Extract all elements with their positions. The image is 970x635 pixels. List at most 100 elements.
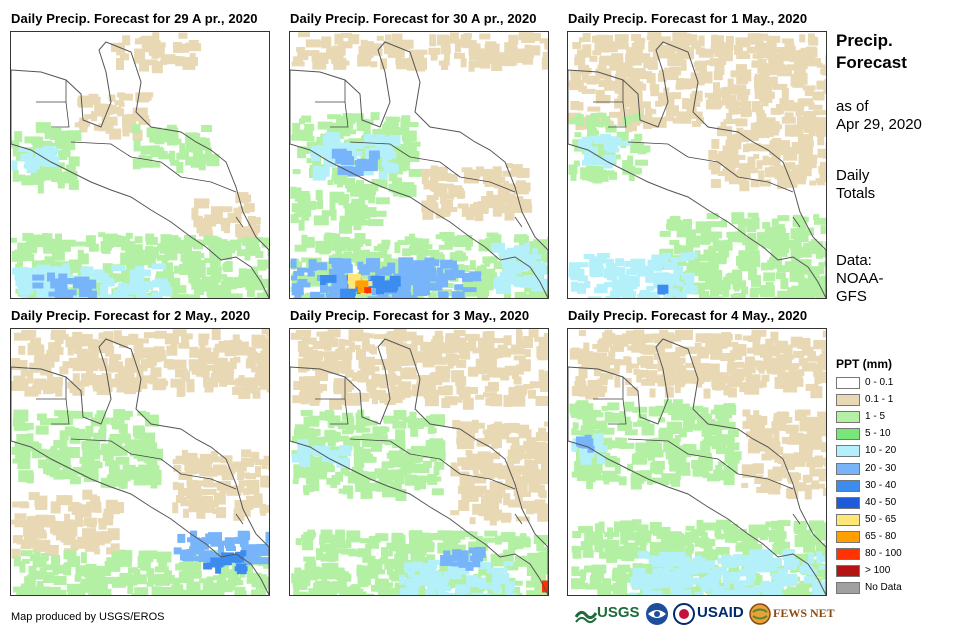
precip-cell bbox=[533, 239, 548, 251]
precip-cell bbox=[222, 553, 232, 566]
precip-cell bbox=[370, 61, 378, 68]
precip-cell bbox=[357, 54, 370, 67]
precip-cell bbox=[402, 276, 418, 285]
precip-cell bbox=[336, 446, 342, 452]
country-border bbox=[130, 453, 182, 475]
precip-cell bbox=[798, 148, 813, 161]
precip-cell bbox=[772, 466, 786, 475]
precip-cell bbox=[30, 337, 42, 348]
precip-cell bbox=[410, 445, 426, 455]
precip-cell bbox=[506, 49, 515, 56]
precip-cell bbox=[746, 414, 762, 426]
precip-cell bbox=[102, 449, 114, 462]
precip-cell bbox=[160, 54, 176, 65]
precip-cell bbox=[188, 359, 200, 366]
precip-cell bbox=[368, 535, 381, 543]
precip-cell bbox=[664, 261, 677, 270]
precip-cell bbox=[424, 244, 433, 250]
precip-cell bbox=[235, 226, 249, 234]
precip-cell bbox=[448, 567, 455, 579]
precip-cell bbox=[246, 550, 253, 563]
precip-cell bbox=[718, 247, 730, 258]
precip-cell bbox=[409, 263, 424, 274]
precip-cell bbox=[35, 147, 46, 158]
precip-cell bbox=[131, 352, 141, 361]
precip-cell bbox=[604, 154, 616, 163]
precip-cell bbox=[236, 279, 251, 287]
precip-cell bbox=[120, 446, 128, 456]
precip-cell bbox=[80, 508, 92, 518]
precip-cell bbox=[247, 561, 253, 574]
precip-cell bbox=[103, 294, 115, 298]
precip-cell bbox=[184, 234, 196, 246]
precip-cell bbox=[494, 425, 507, 433]
precip-cell bbox=[384, 439, 396, 446]
precip-cell bbox=[645, 109, 657, 115]
precip-cell bbox=[146, 245, 153, 257]
precip-cell bbox=[383, 271, 395, 283]
precip-cell bbox=[437, 585, 446, 595]
precip-cell bbox=[630, 363, 640, 369]
precip-cell bbox=[534, 336, 548, 342]
precip-cell bbox=[403, 589, 415, 595]
precip-cell bbox=[814, 471, 826, 476]
precip-cell bbox=[189, 346, 199, 358]
precip-cell bbox=[77, 536, 87, 549]
precip-cell bbox=[122, 370, 135, 381]
precip-cell bbox=[765, 359, 777, 372]
precip-cell bbox=[247, 502, 254, 510]
precip-cell bbox=[793, 350, 805, 358]
precip-cell bbox=[386, 154, 393, 160]
precip-cell bbox=[46, 261, 53, 267]
precip-cell bbox=[293, 381, 307, 390]
precip-cell bbox=[29, 443, 42, 451]
precip-cell bbox=[818, 294, 826, 298]
panel-title-4: Daily Precip. Forecast for 2 May., 2020 bbox=[11, 308, 251, 323]
precip-cell bbox=[449, 252, 460, 262]
precip-cell bbox=[510, 53, 518, 66]
precip-cell bbox=[438, 244, 453, 250]
precip-cell bbox=[118, 426, 126, 434]
precip-cell bbox=[528, 254, 542, 260]
precip-cell bbox=[199, 453, 213, 464]
precip-cell bbox=[380, 179, 388, 189]
precip-cell bbox=[44, 354, 52, 362]
precip-cell bbox=[113, 330, 122, 343]
precip-cell bbox=[500, 592, 509, 595]
precip-cell bbox=[219, 377, 228, 387]
precip-cell bbox=[737, 224, 746, 234]
precip-cell bbox=[166, 345, 178, 356]
precip-cell bbox=[211, 329, 221, 340]
precip-cell bbox=[710, 286, 719, 297]
precip-cell bbox=[791, 142, 803, 154]
precip-cell bbox=[321, 210, 336, 217]
precip-cell bbox=[817, 133, 825, 146]
precip-cell bbox=[86, 439, 100, 450]
precip-cell bbox=[725, 35, 734, 44]
precip-cell bbox=[92, 291, 107, 298]
precip-cell bbox=[20, 501, 29, 508]
forecast-map-5 bbox=[289, 328, 549, 596]
precip-cell bbox=[189, 52, 196, 60]
precip-cell bbox=[786, 457, 800, 467]
precip-cell bbox=[739, 168, 751, 180]
precip-cell bbox=[622, 117, 632, 126]
precip-cell bbox=[825, 55, 826, 67]
precip-cell bbox=[111, 265, 126, 271]
precip-cell bbox=[340, 465, 350, 475]
precip-cell bbox=[799, 98, 814, 107]
precip-cell bbox=[742, 468, 757, 478]
precip-cell bbox=[401, 368, 415, 380]
precip-cell bbox=[180, 370, 190, 379]
precip-cell bbox=[370, 275, 381, 284]
precip-cell bbox=[435, 476, 442, 482]
precip-cell bbox=[589, 55, 598, 62]
precip-cell bbox=[670, 334, 682, 342]
precip-cell bbox=[685, 346, 698, 353]
precip-cell bbox=[178, 471, 193, 480]
precip-cell bbox=[529, 381, 541, 389]
precip-cell bbox=[772, 53, 780, 63]
precip-cell bbox=[761, 262, 768, 271]
precip-cell bbox=[426, 554, 436, 561]
precip-cell bbox=[53, 576, 67, 585]
